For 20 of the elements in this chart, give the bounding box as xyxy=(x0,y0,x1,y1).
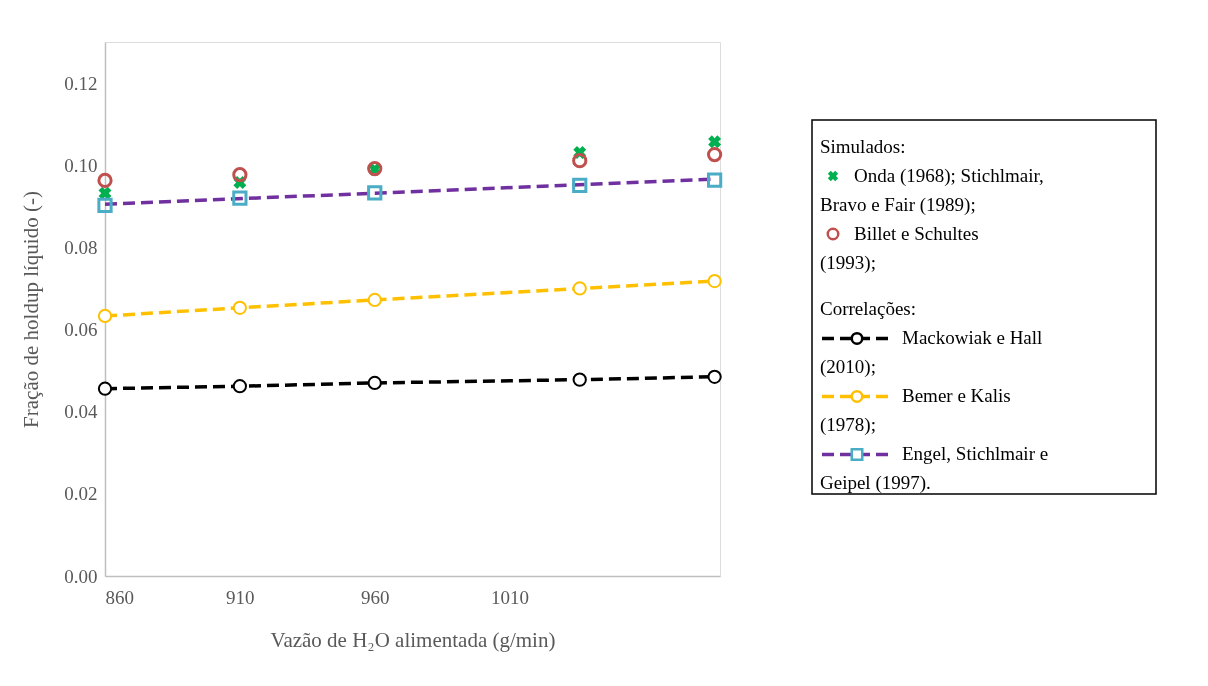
text: Mackowiak e Hall (2010); xyxy=(820,327,1043,378)
y-tick-label: 0.12 xyxy=(64,72,98,94)
x-tick-label: 1010 xyxy=(491,586,530,608)
x-tick-label: 860 xyxy=(105,586,134,608)
x-tick-label: 910 xyxy=(226,586,255,608)
y-tick-label: 0.00 xyxy=(64,565,98,587)
legend-label: Billet e Schultes (1993); xyxy=(820,223,979,274)
x-axis-title: Vazão de H₂O alimentada (g/min) xyxy=(270,627,556,652)
text: Simulados: xyxy=(820,136,906,157)
y-tick-label: 0.04 xyxy=(64,401,98,423)
text: Correlações: xyxy=(820,298,917,320)
y-axis-title: Fração de holdup líquido (-) xyxy=(19,191,44,428)
legend-label: Onda (1968); Stichlmair, Bravo e Fair (1989); xyxy=(820,165,1044,216)
text: Bemer e Kalis (1978); xyxy=(820,385,1011,436)
y-tick-label: 0.08 xyxy=(64,236,98,258)
legend-label: Engel, Stichlmair e Geipel (1997). xyxy=(820,443,1049,495)
y-tick-label: 0.10 xyxy=(64,154,98,176)
y-tick-label: 0.02 xyxy=(64,483,98,505)
y-tick-label: 0.06 xyxy=(64,319,98,341)
x-tick-label: 960 xyxy=(360,586,390,608)
